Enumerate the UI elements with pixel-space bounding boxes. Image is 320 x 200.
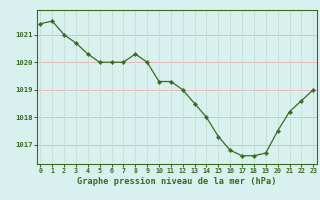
X-axis label: Graphe pression niveau de la mer (hPa): Graphe pression niveau de la mer (hPa): [77, 177, 276, 186]
